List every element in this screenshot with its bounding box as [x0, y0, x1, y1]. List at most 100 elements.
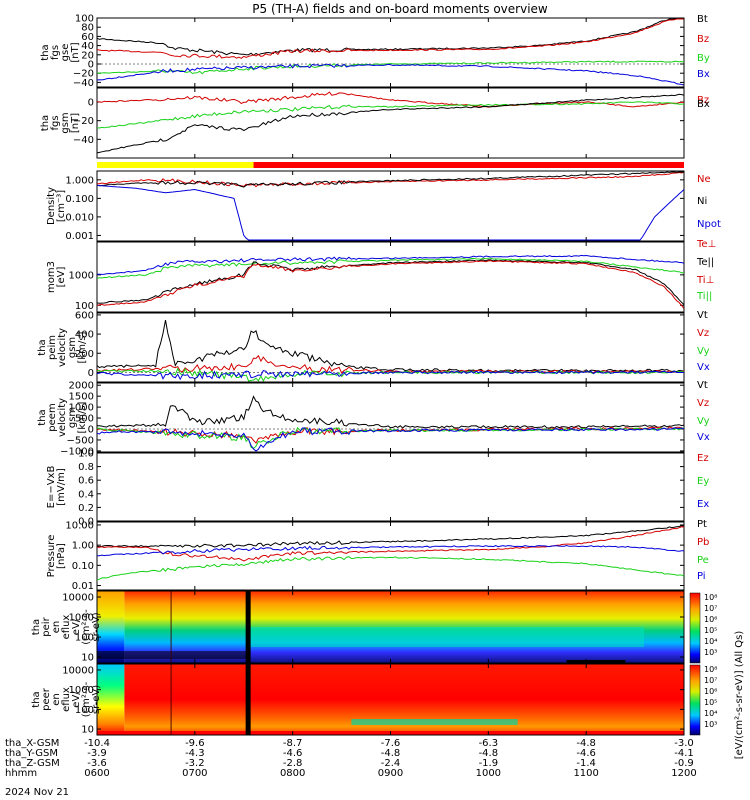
date-label: 2024 Nov 21 [5, 787, 69, 798]
series-line-By [96, 101, 684, 129]
y-axis-label: [nT] [70, 113, 81, 133]
y-axis-label: tha [37, 409, 48, 425]
colorbar-tick-label: 10³ [704, 648, 717, 657]
y-tick-label: 10 [81, 652, 94, 663]
y-tick-label: 100 [75, 14, 94, 25]
legend-entry: Bz [697, 34, 709, 45]
legend-entry: Vt [697, 310, 708, 321]
y-axis-label: peim [47, 335, 58, 360]
y-axis-label: mom3 [46, 261, 57, 293]
y-axis-label: tha [40, 115, 51, 131]
series-line-Bz [96, 18, 684, 59]
colorbar-tick-label: 10⁸ [704, 665, 717, 674]
y-axis-label: fgs [50, 115, 61, 130]
panel-frame [96, 452, 685, 522]
legend-entry: Bz [697, 95, 709, 106]
y-axis-label: [km/s] [77, 331, 88, 363]
y-axis-label: eflux [61, 615, 72, 640]
legend-entry: Vt [697, 380, 708, 391]
series-line-Ti⊥ [96, 254, 685, 275]
x-axis-value: -4.8 [479, 748, 499, 759]
y-axis-label: gse [60, 44, 71, 62]
y-tick-label: 1.00 [72, 541, 94, 552]
spectrogram-region [97, 664, 125, 735]
y-tick-label: −40 [73, 78, 94, 89]
colorbar-tick-label: 10⁸ [704, 593, 717, 602]
series-line-Bx [96, 63, 685, 86]
spectrogram-region [566, 660, 626, 663]
y-tick-label: 1000 [69, 613, 94, 624]
x-axis-value: -3.2 [185, 758, 205, 769]
legend-entry: Ti|| [696, 291, 712, 302]
x-axis-row-label: hhmm [5, 768, 37, 779]
panel-peim_velocity: 600 400 200 0 tha peim velocity gsm [km/s] Vt Vz Vy… [37, 310, 710, 383]
legend-entry: Ne [697, 174, 711, 185]
y-tick-label: 10 [81, 725, 94, 736]
series-line-Vy [96, 426, 684, 449]
y-axis-label: peir [41, 616, 52, 636]
y-tick-label: 0 [88, 60, 94, 71]
x-axis-value: -3.0 [674, 738, 694, 749]
y-axis-label: [cm⁻³] [56, 190, 67, 222]
spectrogram-region [124, 664, 249, 735]
y-tick-label: −20 [73, 69, 94, 80]
x-axis-value: 0900 [378, 768, 403, 779]
panel-mode_bar [97, 162, 685, 168]
y-tick-label: 100 [75, 705, 94, 716]
series-line-Ti|| [96, 257, 685, 279]
series-line-Vx [96, 427, 685, 452]
legend-entry: Pi [697, 571, 706, 582]
x-axis-value: -4.1 [674, 748, 694, 759]
x-axis-value: -8.7 [283, 738, 303, 749]
y-tick-label: 600 [75, 310, 94, 321]
y-tick-label: 0 [88, 425, 94, 436]
x-axis-value: -0.9 [674, 758, 694, 769]
panel-temperature: 1000 100 mom3 [eV] Te⊥ Te|| Ti⊥ Ti|| [46, 239, 716, 313]
x-axis-value: 1200 [671, 768, 696, 779]
legend-entry: Pt [697, 519, 707, 530]
x-axis-value: -1.9 [479, 758, 499, 769]
x-axis-row-label: tha_Z-GSM [5, 758, 60, 769]
legend-entry: By [697, 53, 710, 64]
legend-entry: Vy [697, 416, 710, 427]
y-axis-label: gsm [67, 407, 78, 428]
legend-entry: Vz [697, 328, 709, 339]
y-tick-label: 0.6 [78, 476, 94, 487]
panel-efield: 1.0 0.8 0.6 0.4 0.2 0.0 E=−VxB [mV/m] Ez Ey Ex [46, 449, 709, 528]
series-line-Bx [96, 93, 685, 154]
panel-density: 1.000 0.100 0.010 0.001 Density [cm⁻³] Ne Ni Npo… [46, 170, 721, 242]
y-axis-label: gsm [67, 337, 78, 358]
mode-bar-segment [97, 162, 254, 168]
y-axis-label: (cm²-s- [81, 681, 92, 717]
legend-entry: Vx [697, 362, 710, 373]
legend-entry: Te|| [696, 257, 714, 268]
y-axis-label: gsm [60, 112, 71, 133]
y-tick-label: −1000 [60, 446, 94, 457]
legend-entry: Pb [697, 537, 709, 548]
x-axis: tha_X-GSM -10.4 -9.6 -8.7 -7.6 -6.3 -4.8 -3.0th… [5, 738, 697, 779]
colorbar-tick-label: 10⁶ [704, 687, 717, 696]
x-axis-value: 1000 [476, 768, 501, 779]
x-axis-value: -2.4 [381, 758, 401, 769]
series-line-Bz [96, 91, 685, 108]
x-axis-value: -4.6 [576, 748, 596, 759]
panel-peir_spectrogram: 10000 1000 100 10 tha peir en eflux eV/(cm²-s-sr… [31, 590, 685, 664]
y-tick-label: 500 [75, 414, 94, 425]
x-axis-value: -4.6 [283, 748, 303, 759]
y-tick-label: 1.000 [65, 175, 94, 186]
y-tick-label: 400 [75, 330, 94, 341]
y-tick-label: 20 [81, 50, 94, 61]
y-axis-label: tha [37, 339, 48, 355]
legend-entry: Te⊥ [696, 239, 716, 250]
x-axis-value: 1100 [573, 768, 598, 779]
y-axis-label: peem [47, 403, 58, 431]
series-line-Pi [96, 544, 685, 557]
panel-frame [96, 241, 685, 313]
y-axis-label: [nT] [70, 42, 81, 62]
legend-entry: Ey [697, 476, 709, 487]
y-axis-label: tha [31, 691, 42, 707]
y-axis-label: peer [41, 687, 52, 711]
y-axis-label: [eV] [56, 267, 67, 288]
y-tick-label: 0.010 [65, 212, 94, 223]
